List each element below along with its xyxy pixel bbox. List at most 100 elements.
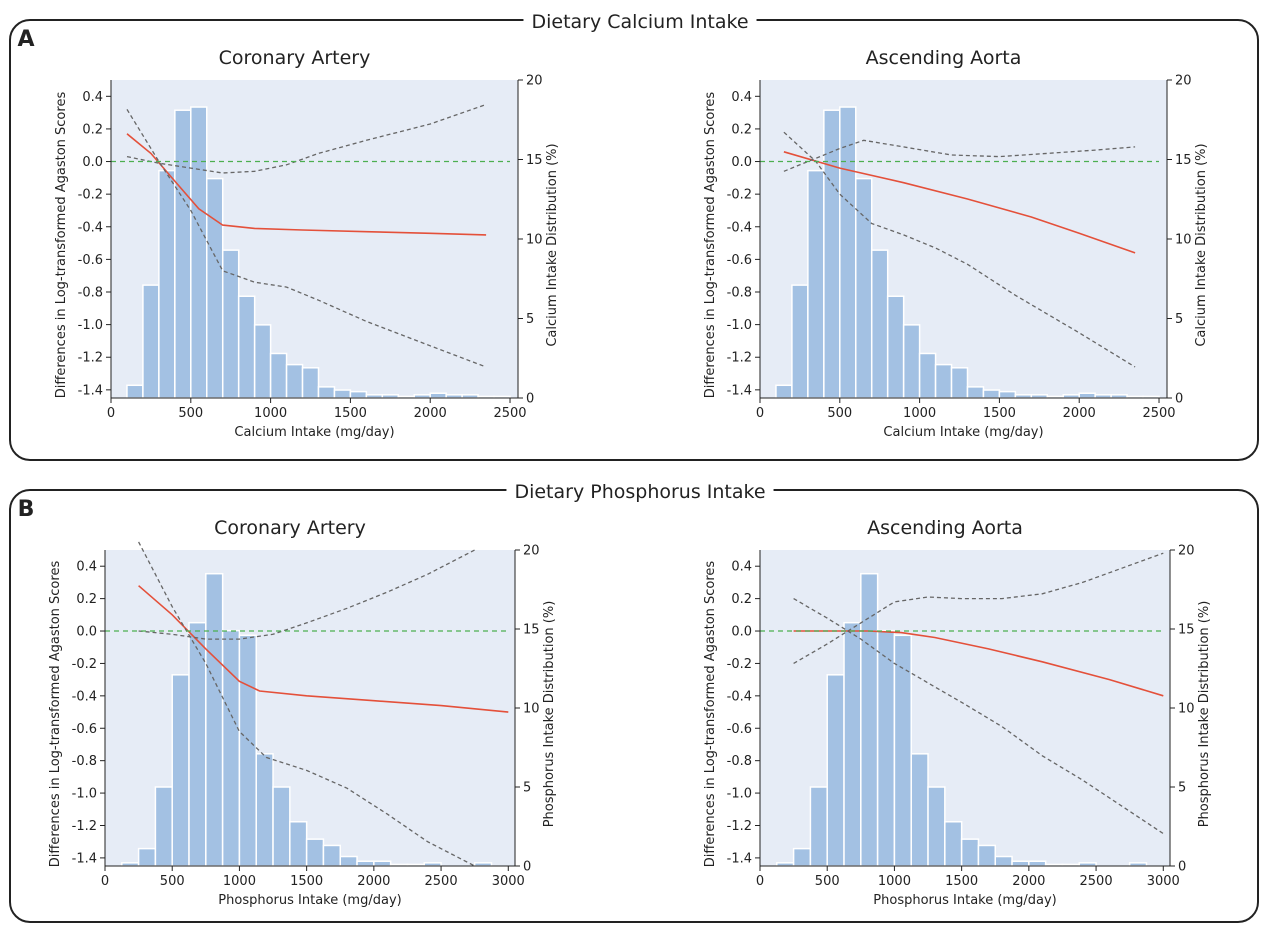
confidence-band-line xyxy=(783,139,1136,172)
y-tick-label: -0.6 xyxy=(727,722,752,737)
y-tick-label: 0.2 xyxy=(731,592,752,607)
y-tick-label: 0.4 xyxy=(76,560,97,575)
estimate-line xyxy=(126,133,487,236)
y-tick-label: -0.6 xyxy=(78,253,103,268)
histogram-bar xyxy=(1028,860,1047,867)
histogram-bar xyxy=(126,384,144,399)
y-tick-label: -0.8 xyxy=(727,286,752,301)
confidence-band-line xyxy=(138,541,475,867)
x-tick-label: 0 xyxy=(107,406,115,421)
histogram-bar xyxy=(190,106,208,399)
histogram-bar xyxy=(870,249,889,399)
x-axis-label: Calcium Intake (mg/day) xyxy=(234,425,394,440)
y-tick-label: -1.0 xyxy=(727,787,752,802)
y-right-tick-label: 15 xyxy=(526,153,543,168)
histogram-bar xyxy=(791,284,809,399)
y-tick-label: 0.2 xyxy=(76,592,97,607)
estimate-line xyxy=(138,585,509,713)
x-tick-label: 0 xyxy=(756,406,764,421)
estimate-line xyxy=(783,151,1136,254)
chart-2: 0 500 1000 1500 2000 2500 0.4 0.2 0.0 -0.2 -0.4 -0.… xyxy=(703,47,1209,440)
y-tick-label: -0.2 xyxy=(727,188,752,203)
y-tick-label: 0.4 xyxy=(731,560,752,575)
y-right-tick-label: 5 xyxy=(1178,781,1186,796)
section-title-1: Dietary Calcium Intake xyxy=(531,11,748,33)
histogram-bar xyxy=(221,629,241,867)
histogram-bar xyxy=(775,384,793,399)
histogram-bar xyxy=(137,847,157,867)
y-tick-label: -1.2 xyxy=(727,819,752,834)
y-right-tick-label: 0 xyxy=(1175,392,1183,407)
x-tick-label: 2500 xyxy=(1142,406,1175,421)
y-tick-label: 0.0 xyxy=(82,155,103,170)
histogram-bar xyxy=(289,821,308,867)
histogram-bar xyxy=(918,352,937,399)
x-tick-label: 500 xyxy=(160,874,185,889)
histogram-bar xyxy=(285,363,304,399)
x-tick-label: 1500 xyxy=(945,874,978,889)
y-tick-label: -1.2 xyxy=(72,819,97,834)
histogram-bar xyxy=(349,390,368,399)
x-tick-label: 1000 xyxy=(903,406,936,421)
histogram-bar xyxy=(893,634,912,867)
y-tick-label: -0.6 xyxy=(72,722,97,737)
histogram-bar xyxy=(807,169,825,399)
x-axis-label: Phosphorus Intake (mg/day) xyxy=(218,893,401,908)
y-right-axis-label: Phosphorus Intake Distribution (%) xyxy=(1197,601,1212,828)
x-tick-label: 1500 xyxy=(290,874,323,889)
chart-1: 0 500 1000 1500 2000 2500 0.4 0.2 0.0 -0.2 -0.4 -0.… xyxy=(54,47,560,440)
section-title-knockout-1 xyxy=(523,18,757,26)
histogram-bar xyxy=(269,352,288,399)
x-tick-label: 500 xyxy=(815,874,840,889)
y-tick-label: -1.2 xyxy=(78,351,103,366)
histogram-bar xyxy=(994,855,1013,867)
y-tick-label: -1.0 xyxy=(72,787,97,802)
y-tick-label: 0.4 xyxy=(731,90,752,105)
histogram-bar xyxy=(826,674,845,867)
histogram-bar xyxy=(843,621,862,867)
y-tick-label: -0.4 xyxy=(727,220,752,235)
section-title-knockout-2 xyxy=(506,488,774,496)
y-tick-label: -0.4 xyxy=(727,689,752,704)
y-right-tick-label: 0 xyxy=(1178,860,1186,875)
histogram-bar xyxy=(876,629,896,867)
histogram-bar xyxy=(339,855,358,867)
y-tick-label: -1.4 xyxy=(72,851,97,866)
y-tick-label: -1.2 xyxy=(727,351,752,366)
histogram-bar xyxy=(171,674,190,867)
x-tick-label: 1000 xyxy=(254,406,287,421)
y-right-tick-label: 5 xyxy=(526,312,534,327)
y-right-axis-label: Calcium Intake Distribution (%) xyxy=(545,143,560,346)
histogram-bar xyxy=(950,367,969,399)
y-right-tick-label: 15 xyxy=(523,623,540,638)
x-tick-label: 2000 xyxy=(1012,874,1045,889)
histogram-bar xyxy=(154,786,173,867)
histogram-bar xyxy=(322,844,341,867)
x-tick-label: 2000 xyxy=(357,874,390,889)
y-right-tick-label: 0 xyxy=(526,392,534,407)
y-right-tick-label: 5 xyxy=(1175,312,1183,327)
y-tick-label: -0.2 xyxy=(78,188,103,203)
histogram-bar xyxy=(373,860,392,867)
panel-letter-1: A xyxy=(17,27,34,52)
histogram-bar xyxy=(1078,392,1096,399)
histogram-bar xyxy=(902,324,921,399)
x-tick-label: 0 xyxy=(756,874,764,889)
histogram-bar xyxy=(317,386,336,399)
x-tick-label: 2500 xyxy=(493,406,526,421)
y-right-tick-label: 20 xyxy=(1178,544,1195,559)
histogram xyxy=(126,106,511,399)
histogram-bar xyxy=(429,392,447,399)
histogram-bar xyxy=(255,753,274,867)
x-tick-label: 2500 xyxy=(425,874,458,889)
y-right-axis-label: Calcium Intake Distribution (%) xyxy=(1194,143,1209,346)
y-right-tick-label: 15 xyxy=(1178,623,1195,638)
section-title-2: Dietary Phosphorus Intake xyxy=(514,481,765,503)
panels: Dietary Calcium Intake A Dietary Phosphoru… xyxy=(9,11,1259,923)
histogram-bar xyxy=(301,367,320,399)
plot-title: Ascending Aorta xyxy=(867,517,1023,539)
y-tick-label: -1.0 xyxy=(727,318,752,333)
y-right-tick-label: 0 xyxy=(523,860,531,875)
histogram-bar xyxy=(333,389,352,399)
